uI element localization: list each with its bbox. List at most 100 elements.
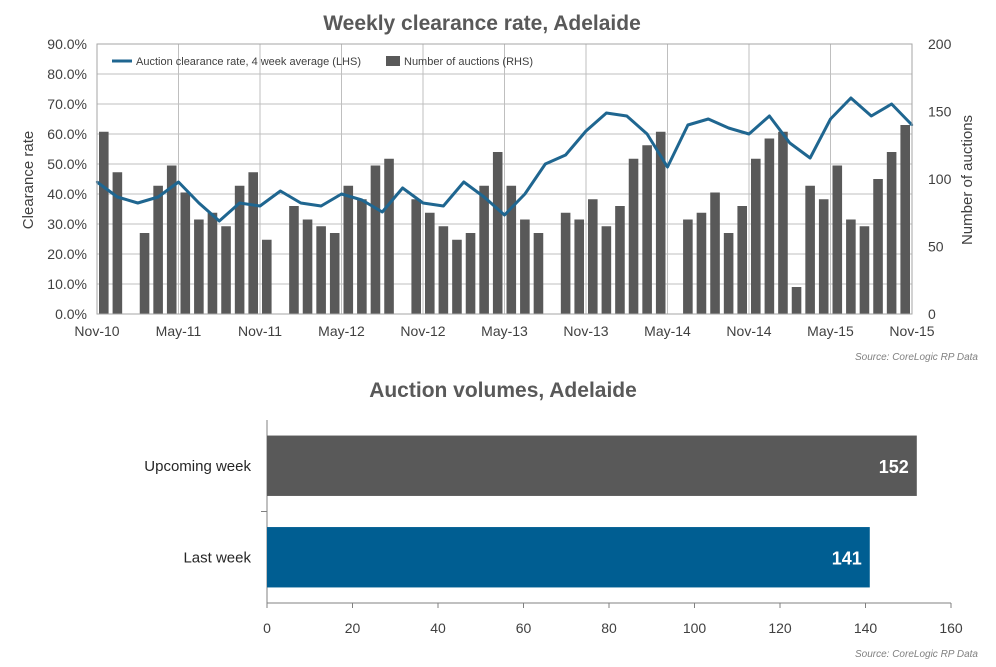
chart1-y2-tick: 50 xyxy=(928,239,944,255)
clearance-rate-point xyxy=(401,186,404,190)
chart1-axes: 0.0% 10.0% 20.0% 30.0% 40.0% 50.0% 60.0% 70.0% 8… xyxy=(47,36,951,339)
clearance-rate-point xyxy=(258,204,262,208)
chart1-gridlines xyxy=(96,43,913,315)
chart2-x-tick: 60 xyxy=(516,620,532,636)
auction-bar xyxy=(465,233,476,314)
chart1-x-tick: Nov-14 xyxy=(726,323,771,339)
chart1-x-tick: Nov-10 xyxy=(74,323,119,339)
auction-bar xyxy=(832,165,843,314)
auction-bar xyxy=(180,192,191,314)
chart1-y-tick: 40.0% xyxy=(47,186,87,202)
auction-bar xyxy=(764,138,775,314)
auction-bar xyxy=(166,165,177,314)
chart2-x-tick: 40 xyxy=(430,620,446,636)
auction-bar xyxy=(248,172,258,314)
auction-bar xyxy=(316,226,326,314)
clearance-rate-point xyxy=(768,114,771,118)
auction-bar xyxy=(343,185,354,314)
clearance-rate-point xyxy=(829,117,832,121)
auction-bar xyxy=(194,219,204,314)
clearance-rate-point xyxy=(564,153,567,157)
auction-bar xyxy=(723,233,734,314)
chart1-clearance-line xyxy=(95,96,914,223)
auction-bar xyxy=(234,185,245,314)
auction-bar xyxy=(479,185,489,314)
clearance-rate-point xyxy=(156,195,160,199)
clearance-rate-point xyxy=(482,195,486,199)
chart1-legend: Auction clearance rate, 4 week average (… xyxy=(112,56,533,68)
chart1-y2-tick: 0 xyxy=(928,306,936,322)
auction-bar xyxy=(357,199,367,314)
auction-bar xyxy=(778,131,788,314)
chart2-x-tick: 140 xyxy=(854,620,878,636)
chart1-plot-frame xyxy=(96,43,913,315)
chart1-y-tick: 90.0% xyxy=(47,36,87,52)
legend-bar-label: Number of auctions (RHS) xyxy=(404,56,533,68)
chart2-source: Source: CoreLogic RP Data xyxy=(855,649,978,660)
chart2-x-tick: 80 xyxy=(601,620,617,636)
auction-bar xyxy=(696,212,707,314)
clearance-rate-point xyxy=(788,141,791,145)
auction-bar xyxy=(302,219,313,314)
auction-bar xyxy=(683,219,693,314)
clearance-rate-point xyxy=(218,219,221,223)
clearance-rate-point xyxy=(462,180,465,184)
clearance-rate-point xyxy=(584,129,588,133)
auction-bar xyxy=(873,179,883,314)
chart1-x-tick: May-11 xyxy=(156,323,202,339)
auction-bar xyxy=(492,152,503,314)
clearance-rate-point xyxy=(319,204,323,208)
chart1-x-tick: Nov-13 xyxy=(563,323,608,339)
clearance-rate-point xyxy=(116,195,119,199)
chart1-y-axis-label: Clearance rate xyxy=(20,131,37,229)
clearance-rate-point xyxy=(279,189,282,193)
auction-bar xyxy=(601,226,612,314)
clearance-rate-point xyxy=(544,162,547,166)
auction-bar xyxy=(886,152,897,314)
auction-bar xyxy=(628,158,639,314)
chart1-y-tick: 70.0% xyxy=(47,96,87,112)
clearance-rate-point xyxy=(442,204,445,208)
auction-bar xyxy=(655,131,666,314)
clearance-rate-point xyxy=(299,201,302,205)
clearance-rate-point xyxy=(707,117,710,121)
legend-line-label: Auction clearance rate, 4 week average (… xyxy=(136,56,361,68)
auction-bar xyxy=(425,212,435,314)
auction-bar xyxy=(588,199,598,314)
auction-bar xyxy=(737,206,747,314)
clearance-rate-point xyxy=(870,114,873,118)
chart1-y-tick: 30.0% xyxy=(47,216,87,232)
chart2-category-label: Last week xyxy=(183,549,251,566)
clearance-rate-point xyxy=(605,111,608,115)
chart1-y-tick: 10.0% xyxy=(47,276,87,292)
clearance-rate-point xyxy=(808,156,812,160)
auction-bar xyxy=(139,233,150,314)
chart2-x-tick: 120 xyxy=(768,620,792,636)
auction-bar xyxy=(560,212,571,314)
auction-bar xyxy=(506,185,517,314)
chart1-y2-tick: 200 xyxy=(928,36,952,52)
chart1-y2-tick: 150 xyxy=(928,104,952,120)
chart2-x-tick: 0 xyxy=(263,620,271,636)
auction-bar xyxy=(153,185,163,314)
chart1-x-tick: May-13 xyxy=(481,323,528,339)
auction-bar xyxy=(710,192,720,314)
clearance-rate-point xyxy=(136,201,139,205)
clearance-rate-point xyxy=(686,123,690,127)
chart1-y-tick: 20.0% xyxy=(47,246,87,262)
clearance-rate-point xyxy=(747,132,751,136)
auction-bar xyxy=(221,226,231,314)
chart2-title: Auction volumes, Adelaide xyxy=(369,379,637,402)
chart2-value-label: 152 xyxy=(879,457,909,477)
auction-bar xyxy=(615,206,625,314)
chart2-x-tick: 100 xyxy=(683,620,707,636)
clearance-rate-point xyxy=(503,213,506,217)
auction-bar xyxy=(846,219,856,314)
clearance-rate-point xyxy=(197,201,201,205)
clearance-rate-point xyxy=(645,132,649,136)
chart1-x-tick: Nov-15 xyxy=(889,323,934,339)
clearance-rate-point xyxy=(666,165,669,169)
chart1-y-tick: 0.0% xyxy=(55,306,87,322)
auction-bar xyxy=(289,206,299,314)
